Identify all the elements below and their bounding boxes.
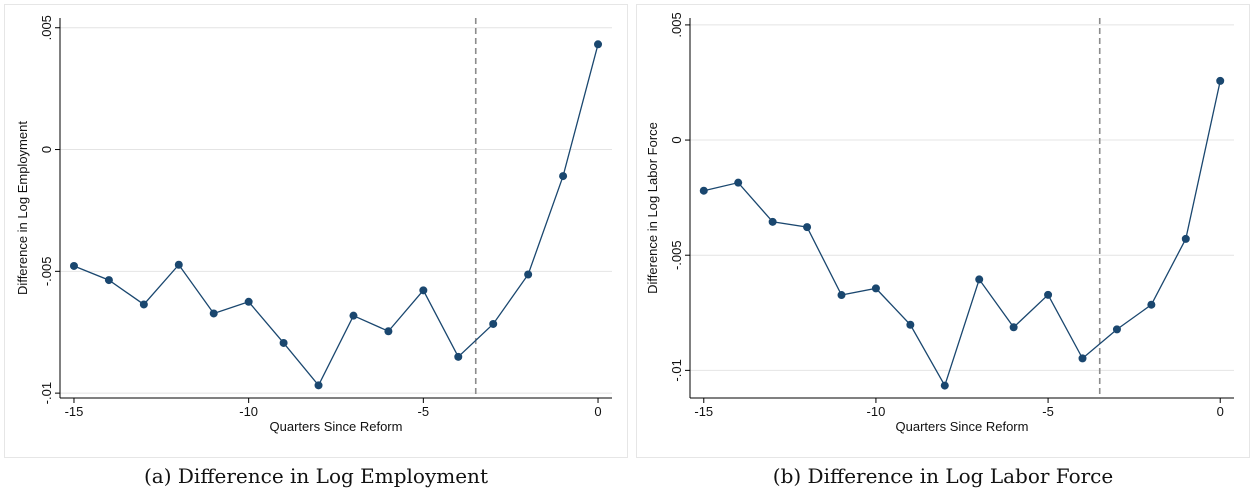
y-tick-label: .005 <box>669 12 684 37</box>
data-point <box>174 260 183 269</box>
data-point <box>837 291 846 300</box>
data-point <box>384 327 393 336</box>
caption-labor-force: (b) Difference in Log Labor Force <box>772 464 1114 488</box>
y-tick-label: -.01 <box>669 359 684 381</box>
y-tick-label: .005 <box>39 15 54 40</box>
data-point <box>1078 354 1087 363</box>
chart-panel-labor-force: -.01 -.005 0 .005 -15 -10 -5 0 Quarters Since Re… <box>636 4 1250 458</box>
x-tick-label: -5 <box>1042 404 1054 419</box>
labor-force-chart: -.01 -.005 0 .005 -15 -10 -5 0 Quarters Since Re… <box>645 12 1234 434</box>
data-point <box>489 319 498 328</box>
y-tick-label: -.01 <box>39 382 54 404</box>
data-point <box>244 297 253 306</box>
x-axis-title: Quarters Since Reform <box>896 419 1029 434</box>
data-point <box>699 186 708 195</box>
y-axis-title: Difference in Log Labor Force <box>645 122 660 294</box>
data-point <box>524 270 533 279</box>
data-point <box>419 286 428 295</box>
data-point <box>69 261 78 270</box>
x-tick-label: -15 <box>694 404 713 419</box>
data-point <box>975 275 984 284</box>
data-point <box>594 40 603 49</box>
x-tick-label: 0 <box>1217 404 1224 419</box>
series-line <box>703 80 1221 388</box>
data-point <box>279 338 288 347</box>
y-tick-label: -.005 <box>669 240 684 270</box>
x-tick-label: -5 <box>418 404 430 419</box>
series-line <box>73 44 599 387</box>
y-tick-label: 0 <box>669 136 684 143</box>
data-point <box>559 172 568 181</box>
chart-panel-employment: -.01 -.005 0 .005 -15 -10 -5 0 Quarters Since Re… <box>4 4 628 458</box>
x-axis-title: Quarters Since Reform <box>270 419 403 434</box>
x-tick-label: -10 <box>867 404 886 419</box>
x-tick-label: 0 <box>594 404 601 419</box>
data-point <box>940 381 949 390</box>
data-point <box>1147 300 1156 309</box>
data-point <box>314 381 323 390</box>
x-tick-label: -15 <box>65 404 84 419</box>
data-point <box>1181 234 1190 243</box>
data-point <box>1112 325 1121 334</box>
data-point <box>803 223 812 232</box>
data-point <box>349 311 358 320</box>
data-point <box>734 178 743 187</box>
y-axis-title: Difference in Log Employment <box>15 121 30 295</box>
caption-employment: (a) Difference in Log Employment <box>144 464 488 488</box>
data-point <box>871 284 880 293</box>
y-tick-label: 0 <box>39 146 54 153</box>
data-point <box>139 300 148 309</box>
data-point <box>104 276 113 285</box>
data-point <box>768 217 777 226</box>
employment-chart: -.01 -.005 0 .005 -15 -10 -5 0 Quarters Since Re… <box>15 15 612 434</box>
x-tick-label: -10 <box>239 404 258 419</box>
data-point <box>1044 290 1053 299</box>
data-point <box>209 309 218 318</box>
y-tick-label: -.005 <box>39 257 54 287</box>
data-point <box>906 320 915 329</box>
data-point <box>1216 76 1225 85</box>
data-point <box>454 352 463 361</box>
data-point <box>1009 323 1018 332</box>
